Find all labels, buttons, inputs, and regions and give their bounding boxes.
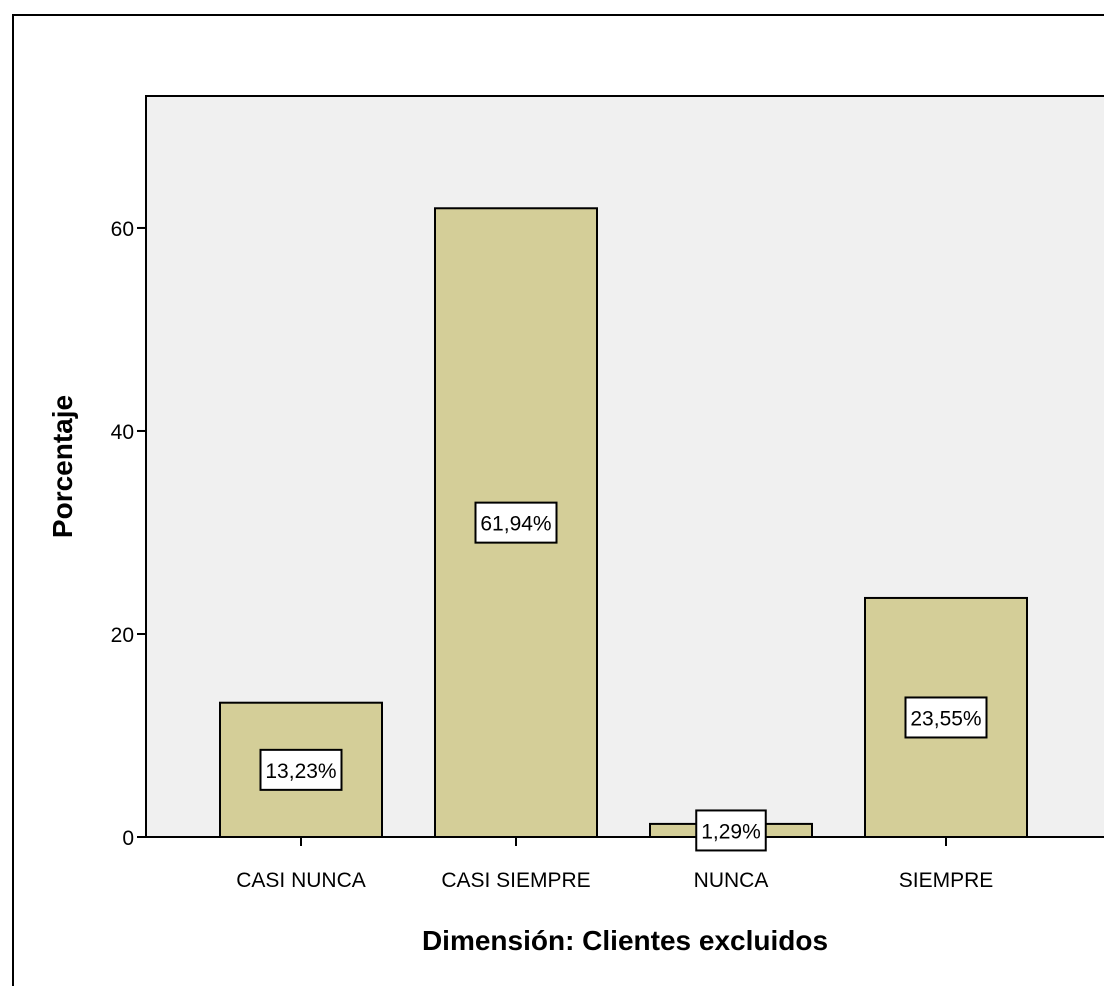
y-tick-label: 0 <box>122 827 134 850</box>
data-label-box <box>695 809 767 852</box>
data-label: 61,94% <box>480 513 551 536</box>
y-axis-title: Porcentaje <box>47 395 78 538</box>
x-tick-label: CASI SIEMPRE <box>441 869 590 892</box>
x-axis-title: Dimensión: Clientes excluidos <box>422 925 828 956</box>
y-axis: 0 20 40 60 <box>111 218 146 850</box>
x-tick-label: CASI NUNCA <box>236 869 366 892</box>
x-tick-label: SIEMPRE <box>899 869 994 892</box>
data-label: 23,55% <box>910 707 981 730</box>
data-label-box <box>904 696 988 739</box>
chart-frame <box>12 14 1104 986</box>
bars <box>219 207 1028 839</box>
x-tick-label: NUNCA <box>694 869 769 892</box>
y-tick-label: 40 <box>111 421 134 444</box>
data-label-box <box>259 748 343 791</box>
data-label: 1,29% <box>701 820 761 843</box>
x-axis: CASI NUNCA CASI SIEMPRE NUNCA SIEMPRE <box>146 836 1104 892</box>
data-label-box <box>474 501 558 544</box>
y-tick-label: 60 <box>111 218 134 241</box>
y-tick-label: 20 <box>111 624 134 647</box>
data-labels: 13,23% 61,94% 1,29% 23,55% <box>259 501 988 852</box>
data-label: 13,23% <box>265 760 336 783</box>
